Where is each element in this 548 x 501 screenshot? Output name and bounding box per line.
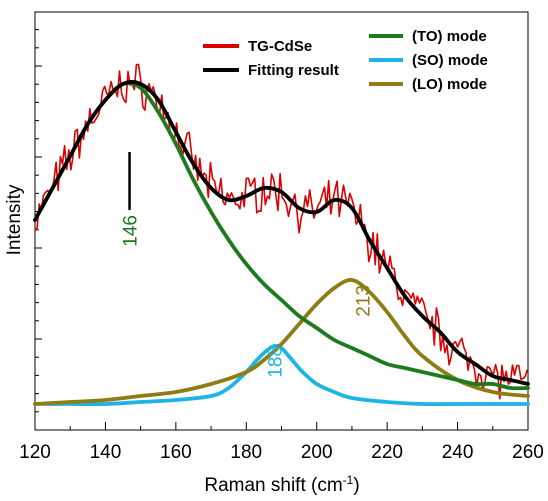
legend-label: (SO) mode	[412, 52, 488, 69]
legend-label: Fitting result	[248, 62, 339, 79]
x-axis-ticks: 120 140 160 180 200 220 240 260	[19, 422, 544, 463]
peak-label-146: 146	[121, 215, 142, 247]
x-axis-title: Raman shift (cm-1)	[204, 473, 359, 496]
x-tick-label: 220	[371, 442, 403, 463]
peak-label-188: 188	[265, 346, 286, 378]
peak-annotations: 146 188 213	[121, 152, 374, 378]
y-axis-title: Intensity	[4, 184, 25, 255]
x-axis-title-sup: -1	[343, 473, 354, 487]
series-layer	[33, 63, 530, 407]
x-tick-label: 260	[512, 442, 544, 463]
x-tick-label: 140	[90, 442, 122, 463]
legend-label: TG-CdSe	[248, 38, 312, 55]
legend-label: (LO) mode	[412, 76, 487, 93]
x-tick-label: 200	[301, 442, 333, 463]
x-tick-label: 240	[442, 442, 474, 463]
x-tick-label: 120	[19, 442, 51, 463]
x-tick-label: 180	[230, 442, 262, 463]
series-fitting-result-line	[33, 80, 530, 386]
x-tick-label: 160	[160, 442, 192, 463]
x-axis-title-main: Raman shift (cm	[204, 475, 342, 496]
legend-left: TG-CdSe Fitting result	[203, 38, 339, 79]
series-tg-cdse-line	[34, 63, 529, 400]
peak-label-213: 213	[353, 285, 374, 317]
x-axis-title-suffix: )	[353, 475, 359, 496]
legend-right: (TO) mode (SO) mode (LO) mode	[369, 28, 488, 93]
legend-label: (TO) mode	[412, 28, 487, 45]
series-lo-mode-line	[33, 278, 530, 406]
